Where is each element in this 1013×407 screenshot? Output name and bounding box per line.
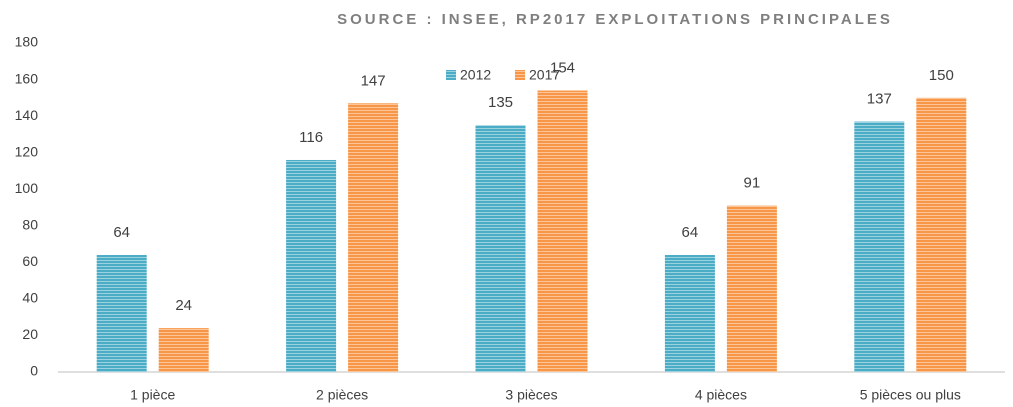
bar xyxy=(916,97,967,372)
y-tick-label: 80 xyxy=(22,216,38,232)
bar xyxy=(537,90,588,373)
legend-label: 2012 xyxy=(460,67,491,83)
data-label: 135 xyxy=(488,94,513,111)
y-tick-label: 160 xyxy=(15,70,39,86)
y-tick-label: 0 xyxy=(30,363,38,379)
y-tick-label: 100 xyxy=(15,180,39,196)
bar xyxy=(726,205,777,372)
legend-swatch xyxy=(446,70,456,80)
data-label: 64 xyxy=(113,224,130,241)
data-label: 150 xyxy=(929,67,954,84)
x-tick-label: 4 pièces xyxy=(695,387,747,403)
bar xyxy=(158,328,209,372)
y-tick-label: 180 xyxy=(15,34,39,50)
bar xyxy=(96,255,147,372)
y-tick-label: 60 xyxy=(22,253,38,269)
y-tick-label: 20 xyxy=(22,326,38,342)
x-tick-label: 2 pièces xyxy=(316,387,368,403)
y-tick-label: 40 xyxy=(22,290,38,306)
bar xyxy=(854,121,905,372)
x-tick-label: 3 pièces xyxy=(505,387,557,403)
bar xyxy=(664,255,715,372)
legend-label: 2017 xyxy=(529,67,560,83)
bar xyxy=(348,103,399,373)
data-label: 91 xyxy=(744,175,761,192)
data-label: 147 xyxy=(361,72,386,89)
data-label: 154 xyxy=(550,59,575,76)
y-tick-label: 140 xyxy=(15,107,39,123)
data-label: 24 xyxy=(175,297,192,314)
data-label: 137 xyxy=(867,91,892,108)
chart-title: SOURCE : INSEE, RP2017 EXPLOITATIONS PRI… xyxy=(337,11,893,28)
bar xyxy=(286,159,337,372)
legend-swatch xyxy=(515,70,525,80)
y-tick-label: 120 xyxy=(15,143,39,159)
x-tick-label: 1 pièce xyxy=(130,387,175,403)
bar xyxy=(475,125,526,372)
data-label: 64 xyxy=(682,224,699,241)
x-tick-label: 5 pièces ou plus xyxy=(860,387,961,403)
data-label: 116 xyxy=(299,129,323,146)
